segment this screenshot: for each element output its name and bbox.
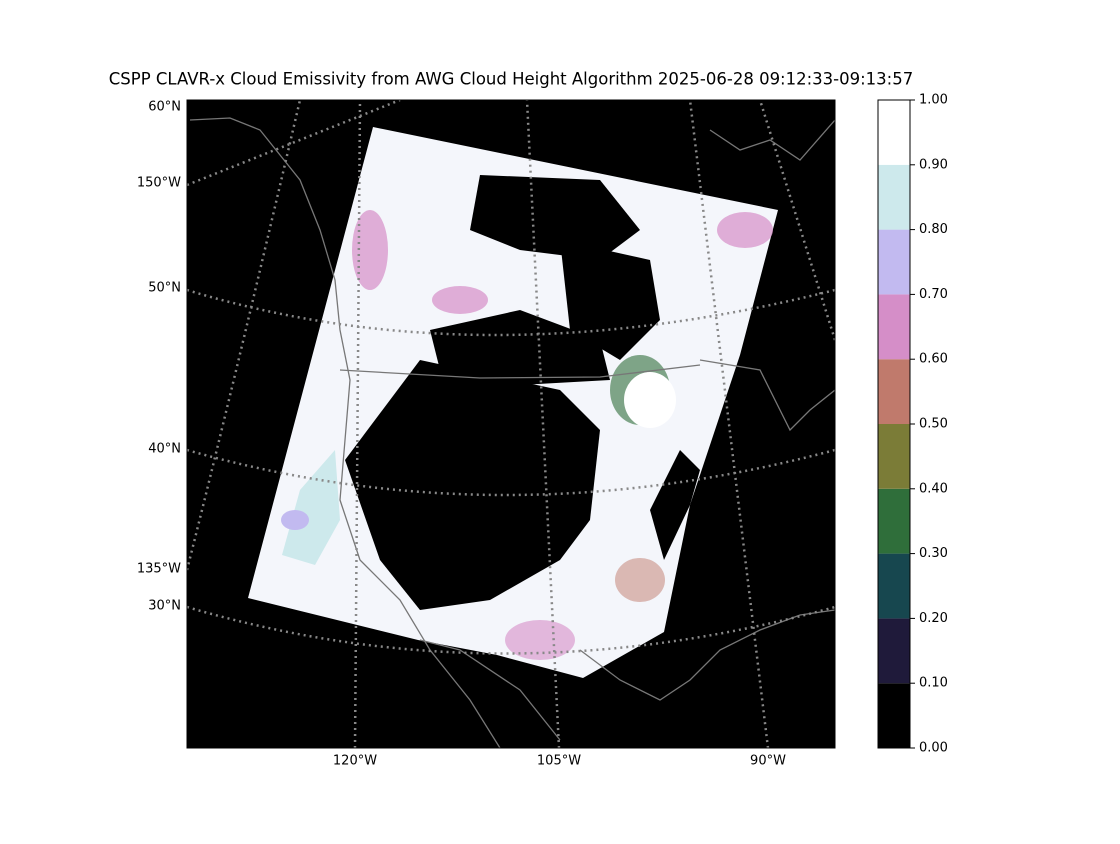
lon-label: 150°W	[137, 176, 181, 191]
colorbar-segment	[878, 229, 910, 295]
cloud-region	[615, 558, 665, 602]
colorbar-segment	[878, 618, 910, 684]
tick-label: 0.90	[919, 157, 948, 172]
lat-label: 40°N	[148, 442, 181, 457]
colorbar-segment	[878, 164, 910, 230]
graticule	[525, 100, 561, 748]
graticule	[187, 605, 835, 655]
lat-label: 50°N	[148, 281, 181, 296]
lat-label: 60°N	[148, 100, 181, 115]
cloud-region	[281, 510, 309, 530]
clear-sky	[560, 240, 660, 360]
coastline	[709, 119, 835, 161]
colorbar-segment	[878, 683, 910, 748]
cloud-region	[282, 450, 340, 565]
clear-sky	[345, 360, 600, 610]
colorbar-segment	[878, 488, 910, 554]
graticule	[187, 288, 835, 337]
colorbar-segment	[878, 553, 910, 619]
coastline	[189, 117, 501, 748]
cloud-region	[717, 212, 773, 248]
map	[186, 99, 836, 749]
tick-label: 0.10	[919, 676, 948, 691]
coastline	[699, 359, 835, 432]
cloud-region	[624, 372, 676, 428]
cloud-region	[352, 210, 388, 290]
lon-label: 105°W	[537, 754, 581, 769]
lon-label: 135°W	[137, 562, 181, 577]
clear-sky	[650, 450, 700, 560]
colorbar-segment	[878, 100, 910, 165]
graticule	[353, 100, 362, 748]
lon-label: 90°W	[750, 754, 786, 769]
colorbar-segment	[878, 294, 910, 360]
map-labels: 60°N 150°W 50°N 40°N 135°W 30°N 120°W 10…	[137, 100, 786, 769]
cloud-region	[432, 286, 488, 314]
coastline	[419, 639, 561, 741]
cloud-region	[505, 620, 575, 660]
clear-sky	[430, 310, 610, 385]
title: CSPP CLAVR-x Cloud Emissivity from AWG C…	[109, 70, 913, 89]
tick-label: 1.00	[919, 93, 948, 108]
tick-label: 0.80	[919, 222, 948, 237]
tick-label: 0.20	[919, 611, 948, 626]
tick-label: 0.60	[919, 352, 948, 367]
map-frame	[186, 99, 836, 749]
lat-label: 30°N	[148, 599, 181, 614]
colorbar-segment	[878, 359, 910, 424]
border	[339, 364, 701, 379]
graticule	[688, 100, 770, 748]
graticule	[187, 448, 835, 497]
tick-label: 0.70	[919, 287, 948, 302]
colorbar-segment	[878, 424, 910, 489]
clear-sky	[470, 175, 640, 260]
tick-label: 0.50	[919, 417, 948, 432]
colorbar: 0.00 0.10 0.20 0.30 0.40 0.50 0.60 0.70 0.80 0.90…	[877, 93, 948, 756]
lon-label: 120°W	[333, 754, 377, 769]
tick-label: 0.00	[919, 741, 948, 756]
tick-label: 0.40	[919, 481, 948, 496]
tick-label: 0.30	[919, 546, 948, 561]
